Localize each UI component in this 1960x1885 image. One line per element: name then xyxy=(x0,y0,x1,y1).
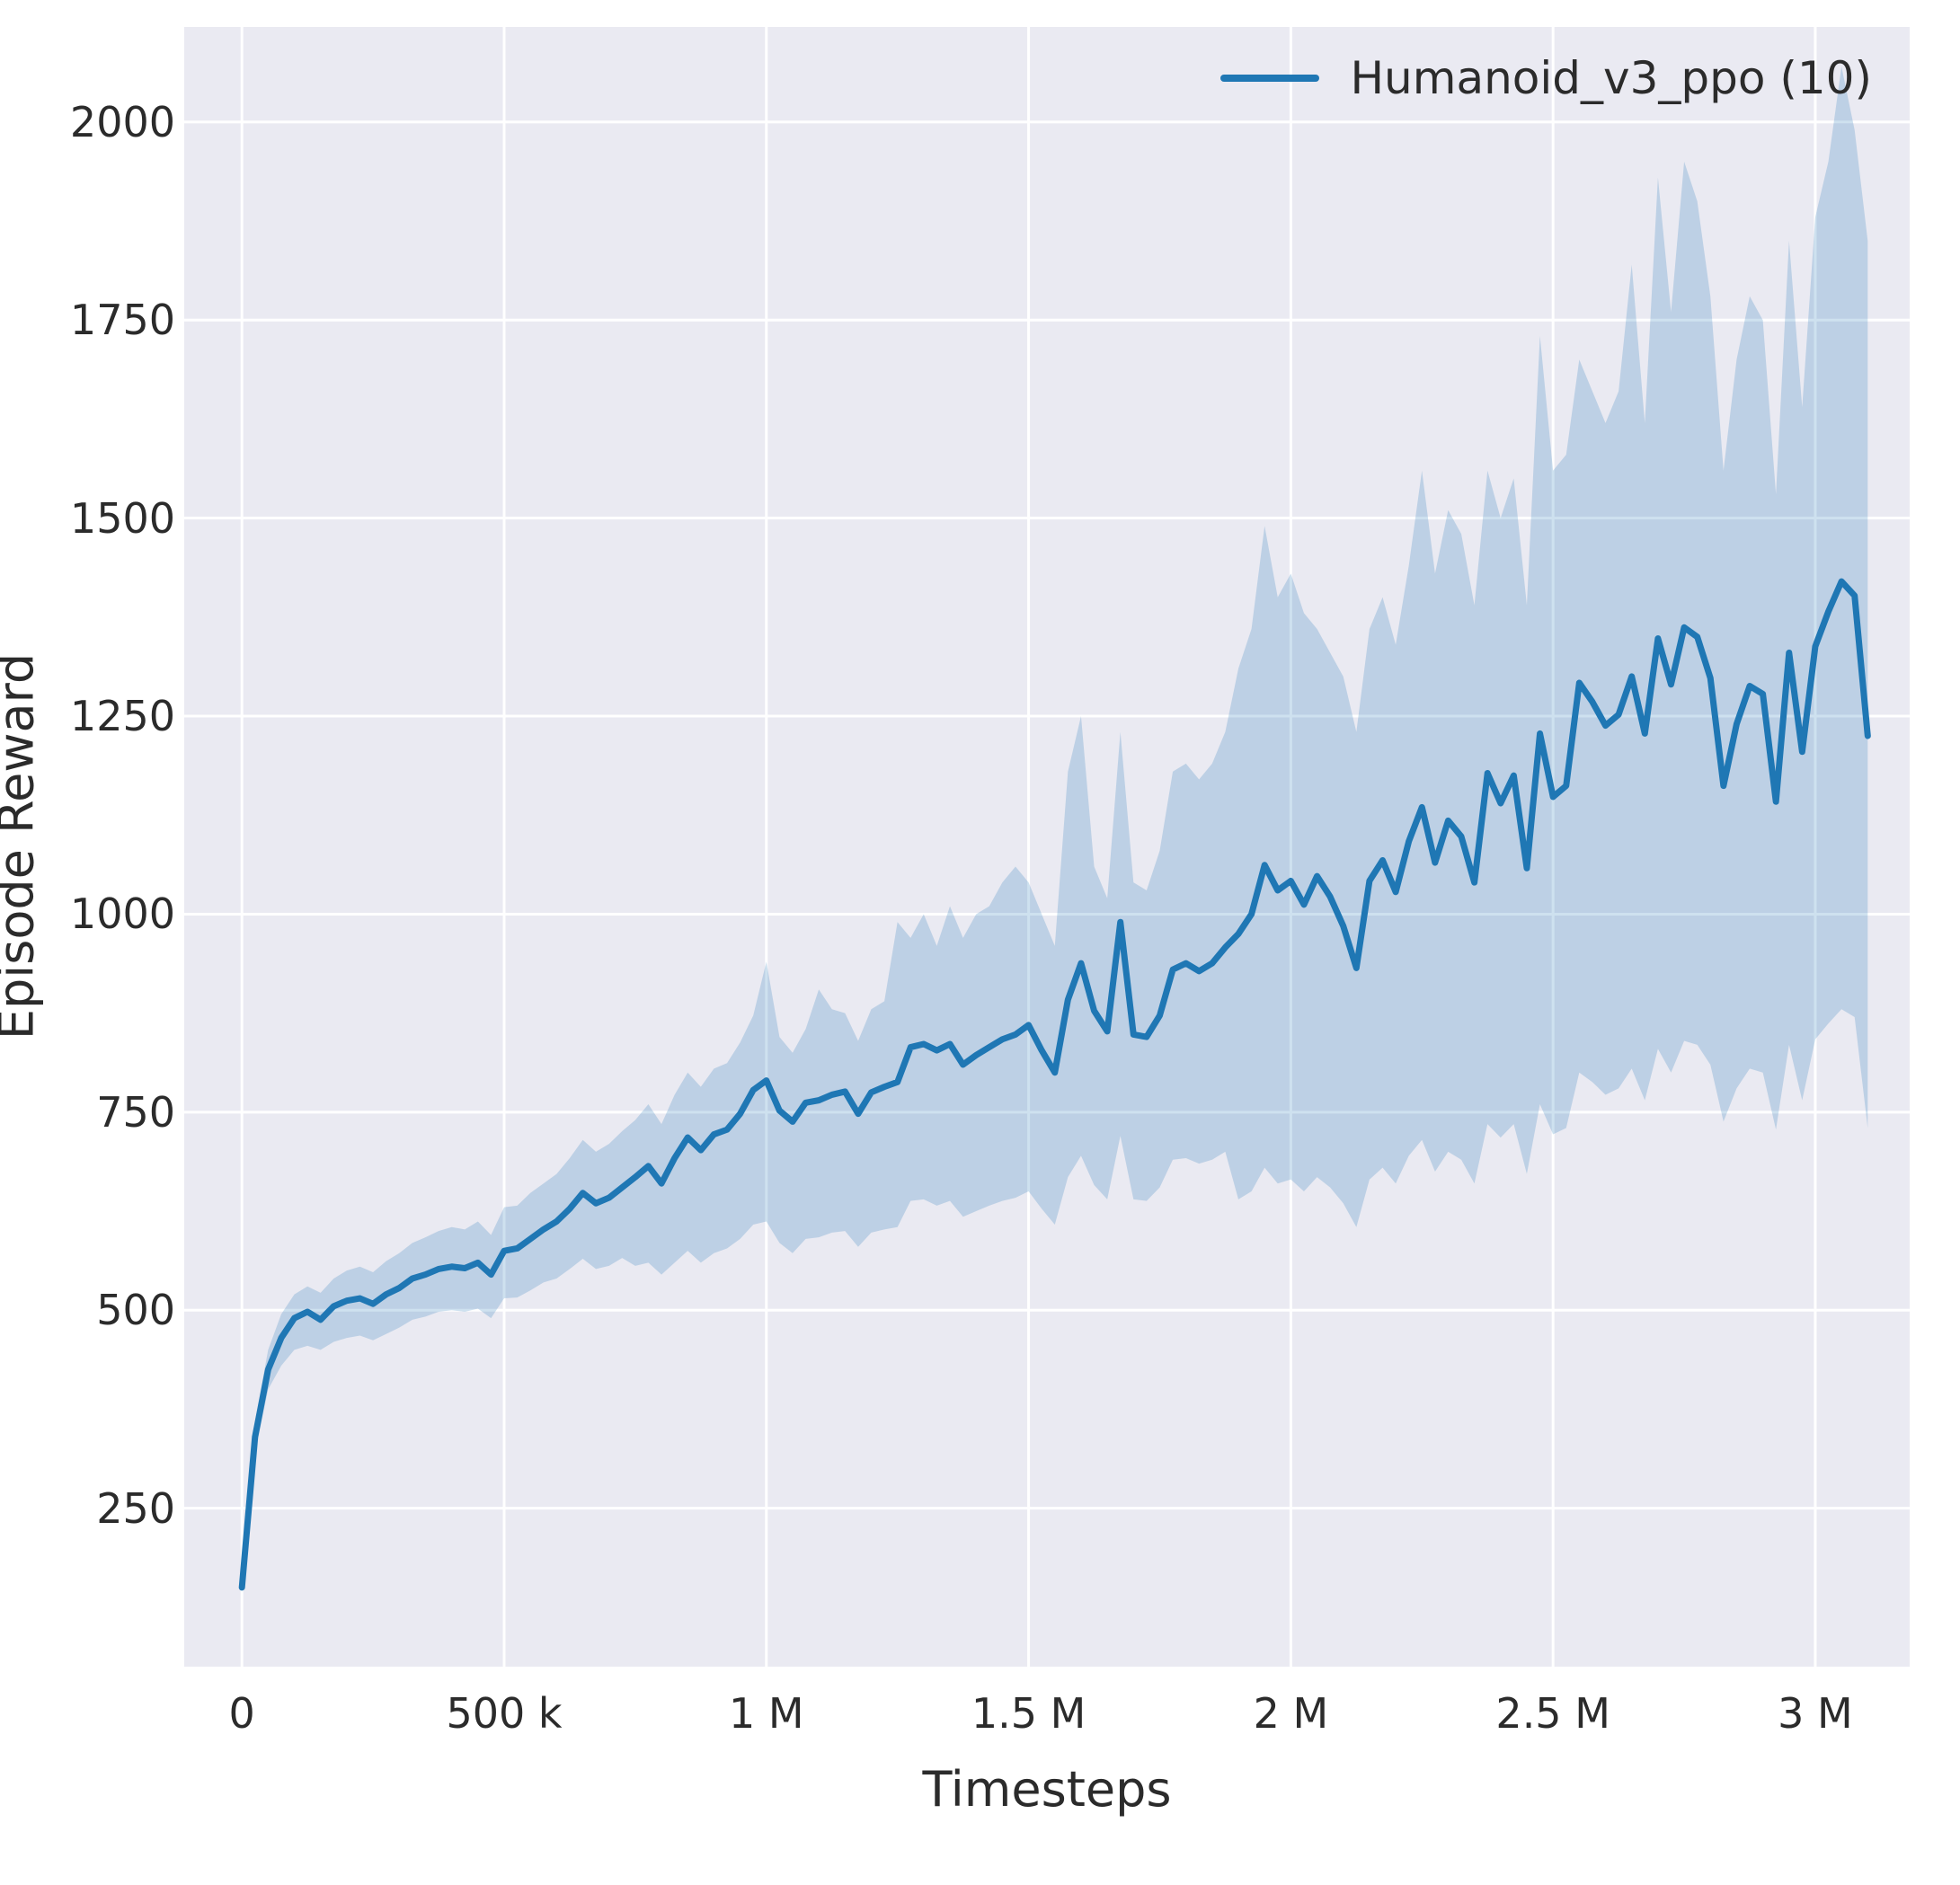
confidence-band xyxy=(242,66,1868,1588)
y-tick-label: 2000 xyxy=(69,97,175,146)
x-axis-label: Timesteps xyxy=(922,1761,1172,1818)
x-tick-label: 1.5 M xyxy=(971,1689,1086,1738)
legend-line-sample xyxy=(1220,75,1320,82)
y-tick-label: 1500 xyxy=(69,493,175,543)
plot-area-svg xyxy=(184,27,1910,1667)
mean-line xyxy=(238,578,1871,1591)
x-tick-label: 0 xyxy=(228,1689,255,1738)
y-tick-label: 500 xyxy=(96,1286,175,1335)
x-tick-labels: 0 500 k 1 M 1.5 M 2 M 2.5 M 3 M xyxy=(184,1689,1910,1743)
x-tick-label: 1 M xyxy=(728,1689,804,1738)
y-axis-label: Episode Reward xyxy=(0,652,45,1040)
x-tick-label: 2.5 M xyxy=(1495,1689,1610,1738)
x-tick-label: 2 M xyxy=(1253,1689,1329,1738)
y-tick-label: 1750 xyxy=(69,296,175,345)
axes: Humanoid_v3_ppo (10) xyxy=(184,27,1910,1667)
x-tick-label: 500 k xyxy=(446,1689,563,1738)
legend-label: Humanoid_v3_ppo (10) xyxy=(1350,52,1872,104)
legend: Humanoid_v3_ppo (10) xyxy=(1220,52,1872,104)
y-tick-label: 750 xyxy=(96,1087,175,1137)
x-tick-label: 3 M xyxy=(1778,1689,1853,1738)
y-tick-label: 250 xyxy=(96,1483,175,1533)
